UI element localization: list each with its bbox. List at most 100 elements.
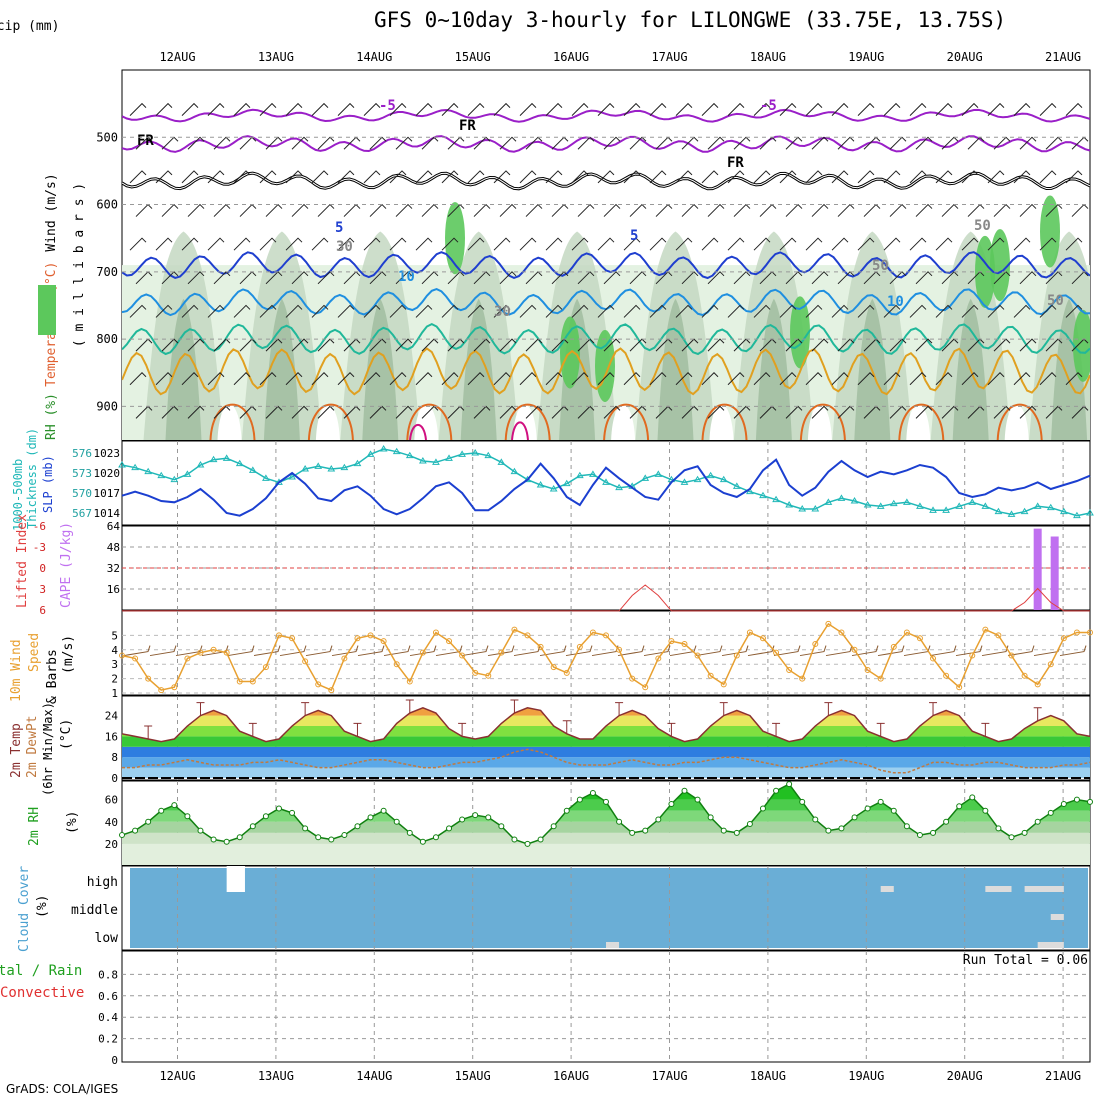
wind-speed-point bbox=[616, 646, 623, 653]
wind-barb bbox=[753, 170, 771, 184]
rh-point bbox=[459, 816, 466, 823]
rh-point bbox=[223, 838, 230, 845]
wind-barb bbox=[363, 304, 381, 318]
wind-barb bbox=[779, 372, 797, 386]
cloud-ylabel-2: (%) bbox=[35, 895, 50, 918]
wind-barb-10m bbox=[149, 645, 177, 657]
wind-barb bbox=[1013, 304, 1031, 318]
wind-barb bbox=[1019, 203, 1037, 217]
rh-point bbox=[1087, 798, 1093, 805]
date-label-top-7: 19AUG bbox=[848, 50, 884, 64]
wind-barb bbox=[525, 203, 543, 217]
rh-band-2 bbox=[122, 821, 1090, 833]
wind-barb bbox=[369, 338, 387, 352]
wind-barb bbox=[363, 237, 381, 251]
rh-point bbox=[119, 832, 125, 839]
rh-point bbox=[616, 818, 623, 825]
rh-point bbox=[851, 814, 858, 821]
wind-barb bbox=[675, 102, 693, 116]
wind-barb bbox=[889, 203, 907, 217]
wind-barb-10m bbox=[435, 645, 463, 657]
rh-point bbox=[943, 818, 950, 825]
dry-pocket-2 bbox=[414, 404, 439, 440]
wind-speed-point bbox=[916, 635, 923, 642]
wind-barb-10m bbox=[851, 645, 879, 657]
wind-barb bbox=[337, 304, 355, 318]
wind-barb bbox=[831, 170, 849, 184]
rh-moist-blob-7 bbox=[1073, 309, 1090, 382]
wind-barb bbox=[545, 102, 563, 116]
cross-ytick-3: 800 bbox=[96, 332, 118, 346]
wind-barb bbox=[811, 271, 829, 285]
thickness-point bbox=[170, 475, 179, 483]
wind-barb bbox=[311, 237, 329, 251]
wind-barb bbox=[597, 304, 615, 318]
rh-point bbox=[825, 827, 832, 834]
wind-barb bbox=[961, 372, 979, 386]
wind-barb bbox=[129, 372, 147, 386]
wind-barb bbox=[369, 136, 387, 150]
isotherm-25-dome-5 bbox=[701, 403, 748, 440]
wind-speed-point bbox=[524, 632, 531, 639]
wind-barb bbox=[415, 237, 433, 251]
wind-barb bbox=[571, 304, 589, 318]
slp-ytick-0: 1014 bbox=[94, 507, 121, 520]
cloud-block-3 bbox=[985, 886, 1012, 892]
wind-barb bbox=[993, 405, 1011, 419]
thickness-line bbox=[121, 448, 1091, 517]
rh-ylabel-2: (%) bbox=[65, 811, 80, 834]
wind-speed-point bbox=[773, 649, 780, 656]
thickness-point bbox=[863, 501, 872, 508]
rh-moist-blob-3 bbox=[975, 235, 995, 308]
wind-barb bbox=[129, 170, 147, 184]
contour-label-5: 5 bbox=[335, 220, 343, 236]
wind-barb bbox=[649, 170, 667, 184]
wind-speed-point bbox=[603, 632, 609, 639]
wind-barb bbox=[603, 405, 621, 419]
wind-barb bbox=[395, 405, 413, 419]
wind-barb bbox=[155, 304, 173, 318]
thickness-point bbox=[288, 473, 296, 480]
wind-ytick-2: 3 bbox=[111, 658, 118, 671]
contour-label-8: 10 bbox=[887, 294, 904, 310]
thickness-point bbox=[562, 479, 571, 487]
li-ytick-4: 6 bbox=[39, 604, 46, 617]
thickness-point bbox=[432, 458, 440, 465]
wind-barb bbox=[941, 203, 959, 217]
wind-barb bbox=[259, 170, 277, 184]
date-label-bottom-4: 16AUG bbox=[553, 1069, 589, 1083]
thickness-point bbox=[497, 458, 506, 465]
wind-barb bbox=[421, 203, 439, 217]
rh-shade-core-1 bbox=[263, 298, 300, 440]
wind-speed-point bbox=[432, 629, 439, 636]
wind-barb bbox=[181, 372, 199, 386]
wind-speed-point bbox=[1060, 635, 1067, 642]
wind-speed-point bbox=[550, 664, 557, 671]
isotherm-25-dome-1 bbox=[307, 403, 354, 440]
cloud-block-0 bbox=[226, 866, 245, 892]
wind-barb bbox=[233, 102, 251, 116]
panel-frame-1 bbox=[121, 440, 1091, 526]
wind-barb bbox=[753, 102, 771, 116]
wind-barb bbox=[987, 237, 1005, 251]
temp-ytick-1: 8 bbox=[111, 751, 118, 764]
wind-barb bbox=[707, 338, 725, 352]
wind-barb bbox=[161, 203, 179, 217]
wind-barb bbox=[135, 203, 153, 217]
wind-barb-10m bbox=[1059, 645, 1087, 657]
wind-barb bbox=[467, 372, 485, 386]
thickness-point bbox=[262, 474, 270, 481]
wind-speed-point bbox=[184, 655, 191, 662]
wind-barb bbox=[857, 170, 875, 184]
isotherm-freezing-inner bbox=[122, 172, 1090, 190]
wind-barb bbox=[1019, 136, 1037, 150]
cloud-level-middle: middle bbox=[71, 903, 118, 918]
wind-barb-10m bbox=[305, 645, 333, 657]
wind-speed-point bbox=[982, 626, 989, 633]
wind-barb bbox=[993, 338, 1011, 352]
li-ytick-0: -6 bbox=[33, 520, 46, 533]
thickness-point bbox=[418, 457, 427, 464]
wind-barb bbox=[155, 102, 173, 116]
wind-barb bbox=[207, 237, 225, 251]
